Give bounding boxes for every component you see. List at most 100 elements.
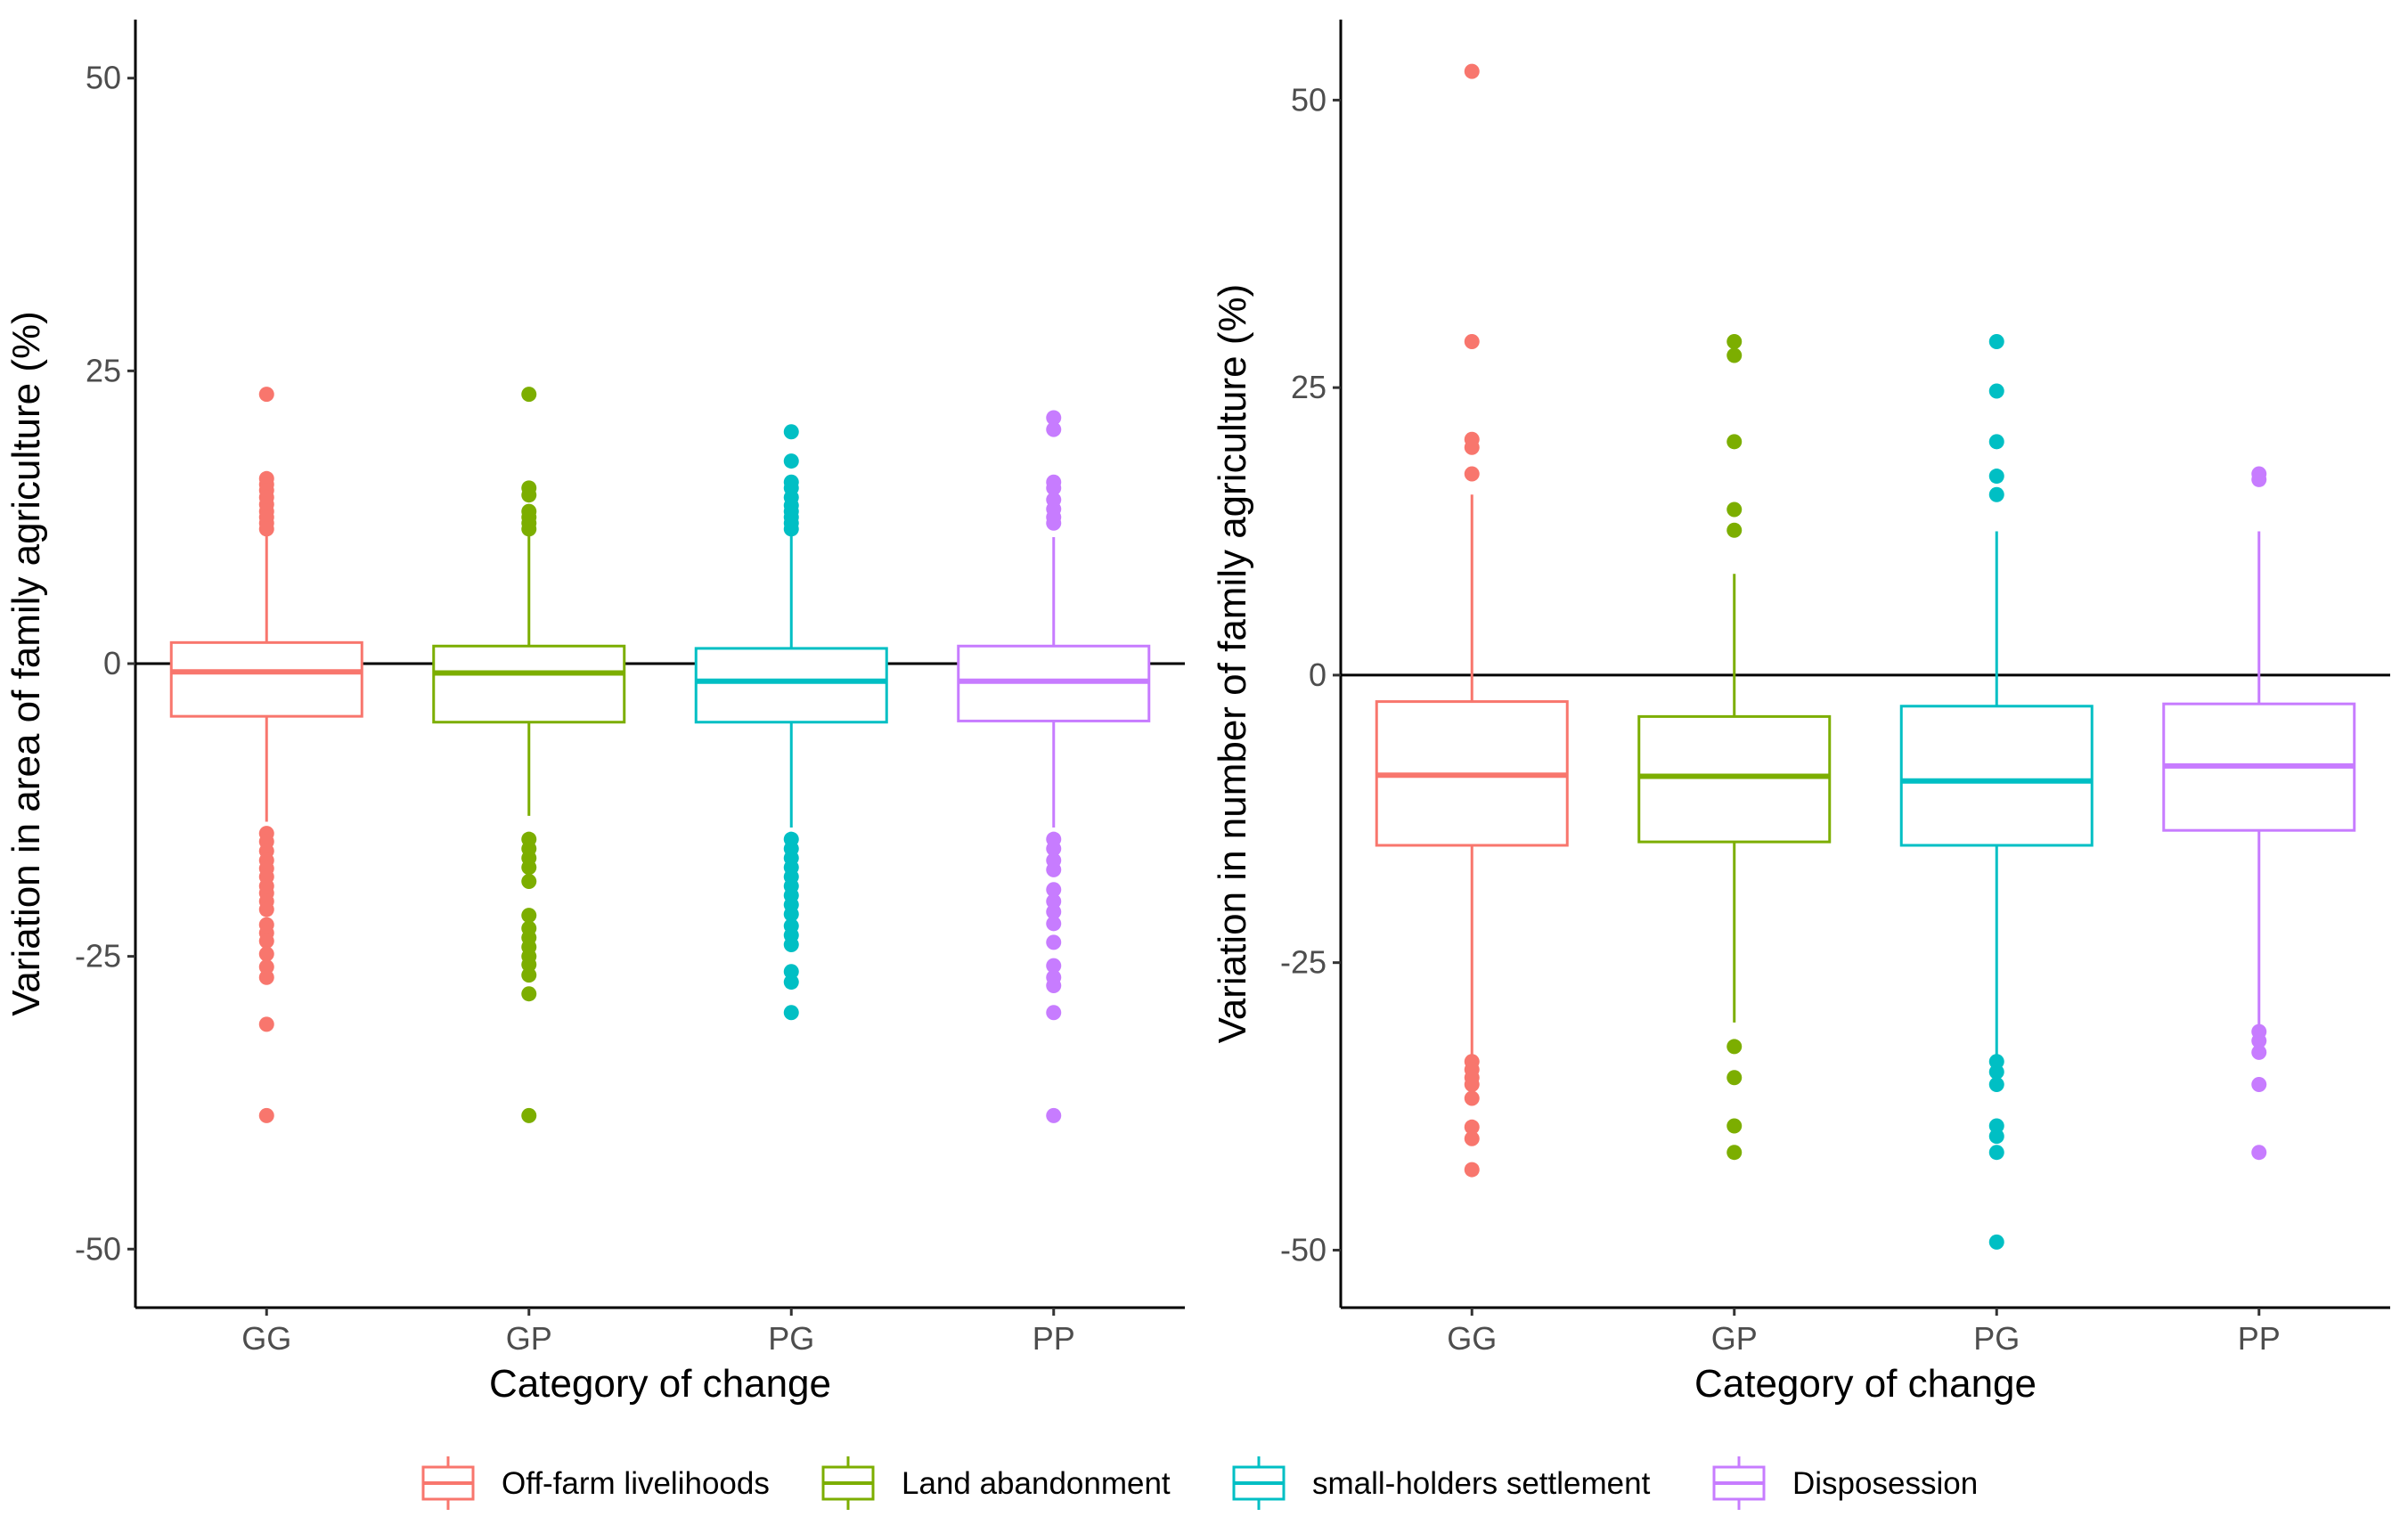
outlier-point: [2251, 1077, 2267, 1093]
y-tick-label: -25: [1280, 944, 1326, 981]
outlier-point: [1726, 334, 1743, 349]
x-tick-label: PG: [1973, 1320, 2020, 1357]
box-gg: [169, 387, 363, 1123]
panel-area-boxplot: -50 -25 0 25 50 GG GP PG PP Category of change Var…: [4, 20, 1185, 1406]
outlier-point: [1726, 1118, 1743, 1134]
outlier-point: [2251, 1044, 2267, 1060]
outlier-point: [258, 1107, 274, 1123]
outlier-point: [783, 521, 799, 537]
outlier-point: [1726, 1145, 1743, 1161]
outlier-point: [521, 874, 537, 890]
outlier-point: [2251, 1145, 2267, 1161]
x-tick-label: GG: [241, 1320, 291, 1357]
y-tick-label: 50: [1291, 81, 1326, 118]
outlier-point: [521, 967, 537, 983]
box-pp: [957, 410, 1151, 1123]
x-tick-label: PP: [2238, 1320, 2281, 1357]
outlier-point: [1726, 1039, 1743, 1055]
outlier-point: [1464, 1090, 1480, 1106]
outlier-point: [783, 1005, 799, 1021]
iqr-box: [432, 644, 626, 724]
x-tick-label: GG: [1447, 1320, 1497, 1357]
panel-number-boxplot: -50 -25 0 25 50 GG GP PG PP Category of change Var…: [1211, 20, 2390, 1406]
outlier-point: [2251, 1032, 2267, 1048]
outlier-point: [1464, 1119, 1480, 1135]
outlier-point: [1726, 522, 1743, 538]
outlier-point: [1726, 501, 1743, 518]
legend-label: small-holders settlement: [1312, 1466, 1651, 1501]
x-tick-label: PP: [1033, 1320, 1075, 1357]
outlier-point: [521, 521, 537, 537]
outlier-point: [1046, 958, 1062, 974]
outlier-point: [1988, 383, 2004, 399]
outlier-point: [521, 1107, 537, 1123]
outlier-point: [1046, 515, 1062, 531]
iqr-box: [694, 647, 888, 724]
legend-key: [1232, 1456, 1286, 1510]
y-tick-label: 25: [86, 352, 121, 388]
outlier-point: [1988, 334, 2004, 349]
legend-label: Land abandonment: [902, 1466, 1171, 1501]
outlier-point: [1464, 1130, 1480, 1146]
outlier-point: [1046, 410, 1062, 426]
legend-key: [421, 1456, 475, 1510]
outlier-point: [783, 974, 799, 991]
outlier-point: [1046, 861, 1062, 877]
outlier-point: [1726, 347, 1743, 363]
x-tick-label: PG: [768, 1320, 814, 1357]
outlier-point: [1988, 1234, 2004, 1250]
box-gp: [1637, 334, 1832, 1161]
outlier-point: [1464, 63, 1480, 79]
outlier-point: [1046, 934, 1062, 950]
x-tick-label: GP: [506, 1320, 552, 1357]
outlier-point: [258, 934, 274, 950]
y-tick-label: 0: [103, 645, 121, 681]
outlier-point: [258, 521, 274, 537]
outlier-point: [258, 958, 274, 974]
x-axis-title: Category of change: [1694, 1362, 2037, 1406]
outlier-point: [1726, 434, 1743, 450]
outlier-point: [1464, 1162, 1480, 1178]
outlier-point: [258, 1016, 274, 1032]
outlier-point: [1046, 893, 1062, 909]
outlier-point: [258, 946, 274, 962]
legend-item: Disposession: [1712, 1456, 1978, 1510]
outlier-point: [1988, 1118, 2004, 1134]
outlier-point: [258, 387, 274, 403]
legend: Off-farm livelihoods Land abandonment smal…: [421, 1456, 1978, 1510]
outlier-point: [521, 986, 537, 1002]
outlier-point: [1046, 916, 1062, 932]
outlier-point: [1988, 1077, 2004, 1093]
x-axis-title: Category of change: [489, 1362, 831, 1406]
outlier-point: [1464, 466, 1480, 482]
outlier-point: [1726, 1070, 1743, 1086]
box-pp: [2162, 466, 2356, 1161]
outlier-point: [1046, 480, 1062, 496]
y-tick-label: -50: [1280, 1231, 1326, 1268]
outlier-point: [783, 424, 799, 440]
y-tick-label: -25: [75, 938, 121, 974]
outlier-point: [783, 453, 799, 469]
outlier-point: [1464, 439, 1480, 455]
legend-label: Off-farm livelihoods: [502, 1466, 770, 1501]
legend-item: Off-farm livelihoods: [421, 1456, 770, 1510]
box-gp: [432, 387, 626, 1123]
legend-key: [821, 1456, 875, 1510]
outlier-point: [1988, 469, 2004, 485]
outlier-point: [1046, 1107, 1062, 1123]
outlier-point: [521, 387, 537, 403]
iqr-box: [1637, 714, 1832, 844]
y-tick-label: 50: [86, 60, 121, 96]
outlier-point: [783, 906, 799, 922]
outlier-point: [1464, 334, 1480, 349]
outlier-point: [258, 969, 274, 985]
outlier-point: [1988, 486, 2004, 502]
outlier-point: [1046, 978, 1062, 993]
x-tick-label: GP: [1711, 1320, 1758, 1357]
legend-label: Disposession: [1792, 1466, 1978, 1501]
outlier-point: [1988, 1145, 2004, 1161]
outlier-point: [521, 487, 537, 503]
outlier-point: [1988, 1129, 2004, 1145]
box-gg: [1375, 63, 1569, 1178]
outlier-point: [1988, 1064, 2004, 1080]
